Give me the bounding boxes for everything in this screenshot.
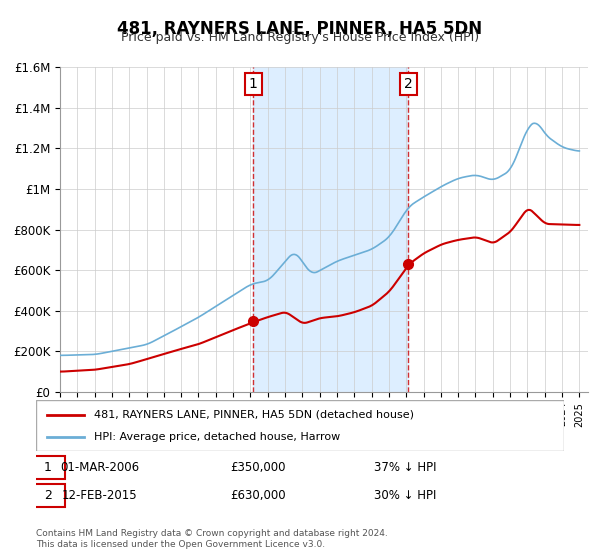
Text: £350,000: £350,000 xyxy=(230,461,286,474)
Text: 30% ↓ HPI: 30% ↓ HPI xyxy=(374,489,437,502)
Text: 37% ↓ HPI: 37% ↓ HPI xyxy=(374,461,437,474)
Text: £630,000: £630,000 xyxy=(230,489,286,502)
Bar xyxy=(253,67,409,392)
Text: 481, RAYNERS LANE, PINNER, HA5 5DN: 481, RAYNERS LANE, PINNER, HA5 5DN xyxy=(118,20,482,38)
Text: 01-MAR-2006: 01-MAR-2006 xyxy=(60,461,139,474)
FancyBboxPatch shape xyxy=(31,456,65,479)
FancyBboxPatch shape xyxy=(36,400,564,451)
Text: 2: 2 xyxy=(404,77,413,91)
Text: 1: 1 xyxy=(249,77,258,91)
Text: Price paid vs. HM Land Registry's House Price Index (HPI): Price paid vs. HM Land Registry's House … xyxy=(121,31,479,44)
Text: Contains HM Land Registry data © Crown copyright and database right 2024.
This d: Contains HM Land Registry data © Crown c… xyxy=(36,529,388,549)
Text: HPI: Average price, detached house, Harrow: HPI: Average price, detached house, Harr… xyxy=(94,432,340,442)
Text: 12-FEB-2015: 12-FEB-2015 xyxy=(62,489,137,502)
Text: 2: 2 xyxy=(44,489,52,502)
Text: 481, RAYNERS LANE, PINNER, HA5 5DN (detached house): 481, RAYNERS LANE, PINNER, HA5 5DN (deta… xyxy=(94,409,414,419)
FancyBboxPatch shape xyxy=(31,484,65,507)
Text: 1: 1 xyxy=(44,461,52,474)
